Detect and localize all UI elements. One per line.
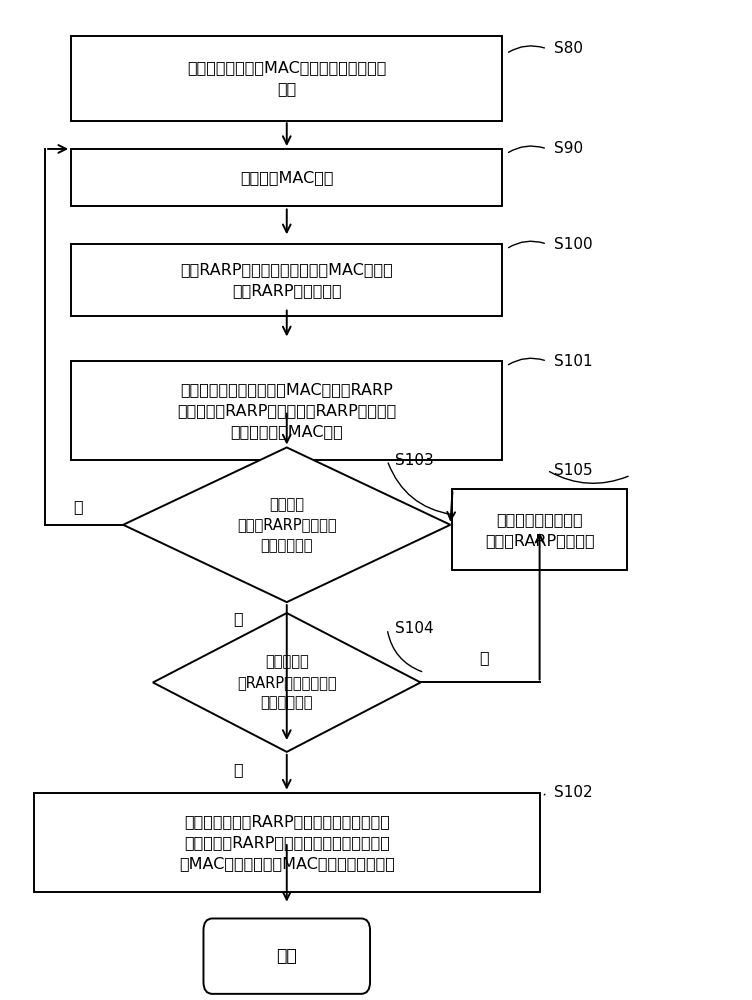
Text: S102: S102	[554, 785, 593, 800]
FancyBboxPatch shape	[204, 918, 370, 994]
Text: 判断是否
接收到RARP服务器返
回的响应报文: 判断是否 接收到RARP服务器返 回的响应报文	[237, 497, 337, 553]
Text: S80: S80	[554, 41, 584, 56]
Text: 终端随机产生初始MAC地址作为自己的临时
地址: 终端随机产生初始MAC地址作为自己的临时 地址	[187, 61, 387, 97]
Bar	[71, 244, 502, 316]
Text: S100: S100	[554, 237, 593, 252]
Bar	[71, 361, 502, 460]
Polygon shape	[123, 447, 450, 602]
Text: 否: 否	[479, 650, 489, 665]
Text: 是: 是	[234, 762, 243, 777]
Polygon shape	[153, 613, 420, 752]
Text: S104: S104	[395, 621, 433, 636]
Text: 否: 否	[234, 611, 243, 626]
Text: 创建虚拟MAC地址: 创建虚拟MAC地址	[240, 170, 333, 185]
Text: S103: S103	[395, 453, 433, 468]
Text: S90: S90	[554, 141, 584, 156]
Text: 判断重复发
送RARP探测报文是否
达到预定次数: 判断重复发 送RARP探测报文是否 达到预定次数	[237, 655, 337, 710]
Text: 是: 是	[74, 499, 83, 514]
Bar	[452, 489, 627, 570]
Bar	[34, 793, 540, 892]
Text: 构建RARP探测报文，并将虚拟MAC地址携
带在RARP探测报文中: 构建RARP探测报文，并将虚拟MAC地址携 带在RARP探测报文中	[180, 262, 393, 298]
Text: 若终端重复发送RARP探测报文预定次数后，
均未接收到RARP服务器的响应报文，则以虚
拟MAC地址作为真实MAC地址进行正常通讯: 若终端重复发送RARP探测报文预定次数后， 均未接收到RARP服务器的响应报文，…	[179, 814, 395, 871]
Bar	[71, 149, 502, 206]
Text: S105: S105	[554, 463, 593, 478]
Text: 以预定的时间间隔重
复发送RARP探测报文: 以预定的时间间隔重 复发送RARP探测报文	[485, 512, 594, 548]
Text: S101: S101	[554, 354, 593, 369]
Text: 结束: 结束	[277, 947, 297, 965]
Bar	[71, 36, 502, 121]
Text: 终端通过随机获取的初始MAC地址向RARP
服务器发送RARP探测报文，RARP探测报文
中携带有虚拟MAC地址: 终端通过随机获取的初始MAC地址向RARP 服务器发送RARP探测报文，RARP…	[177, 382, 396, 439]
